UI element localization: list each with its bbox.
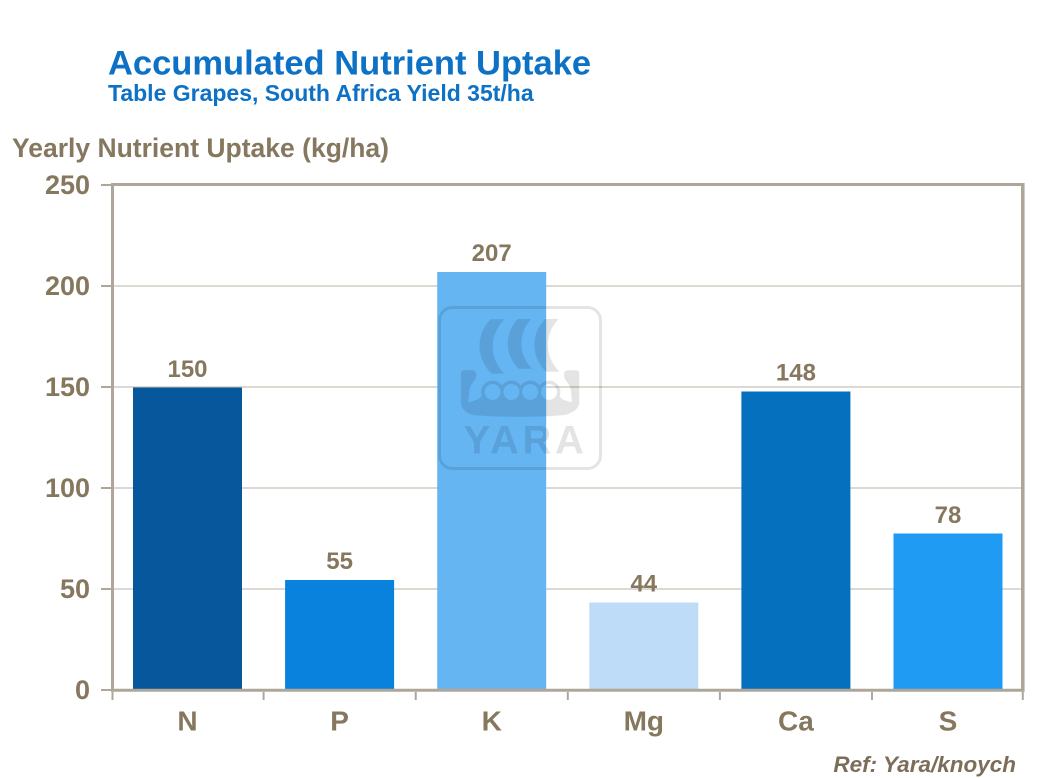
- svg-text:Yearly Nutrient Uptake (kg/ha): Yearly Nutrient Uptake (kg/ha): [12, 133, 389, 163]
- svg-text:Table Grapes, South Africa Yie: Table Grapes, South Africa Yield 35t/ha: [108, 80, 534, 106]
- svg-text:148: 148: [776, 360, 816, 387]
- svg-text:150: 150: [167, 356, 207, 383]
- svg-text:50: 50: [60, 574, 90, 604]
- svg-text:200: 200: [45, 271, 90, 301]
- svg-text:Mg: Mg: [624, 706, 664, 737]
- svg-text:55: 55: [326, 548, 353, 575]
- svg-text:150: 150: [45, 372, 90, 402]
- svg-text:P: P: [330, 706, 349, 737]
- svg-text:YARA: YARA: [463, 419, 587, 463]
- svg-text:S: S: [939, 706, 958, 737]
- svg-text:0: 0: [75, 675, 90, 705]
- svg-text:Accumulated Nutrient Uptake: Accumulated Nutrient Uptake: [108, 45, 591, 83]
- svg-text:Ref: Yara/knoych: Ref: Yara/knoych: [833, 752, 1016, 777]
- svg-text:K: K: [482, 706, 502, 737]
- svg-text:100: 100: [45, 473, 90, 503]
- svg-text:78: 78: [935, 502, 962, 529]
- svg-text:250: 250: [45, 170, 90, 200]
- svg-text:Ca: Ca: [778, 706, 814, 737]
- svg-text:44: 44: [630, 571, 657, 598]
- svg-text:207: 207: [472, 240, 512, 267]
- svg-text:N: N: [177, 706, 197, 737]
